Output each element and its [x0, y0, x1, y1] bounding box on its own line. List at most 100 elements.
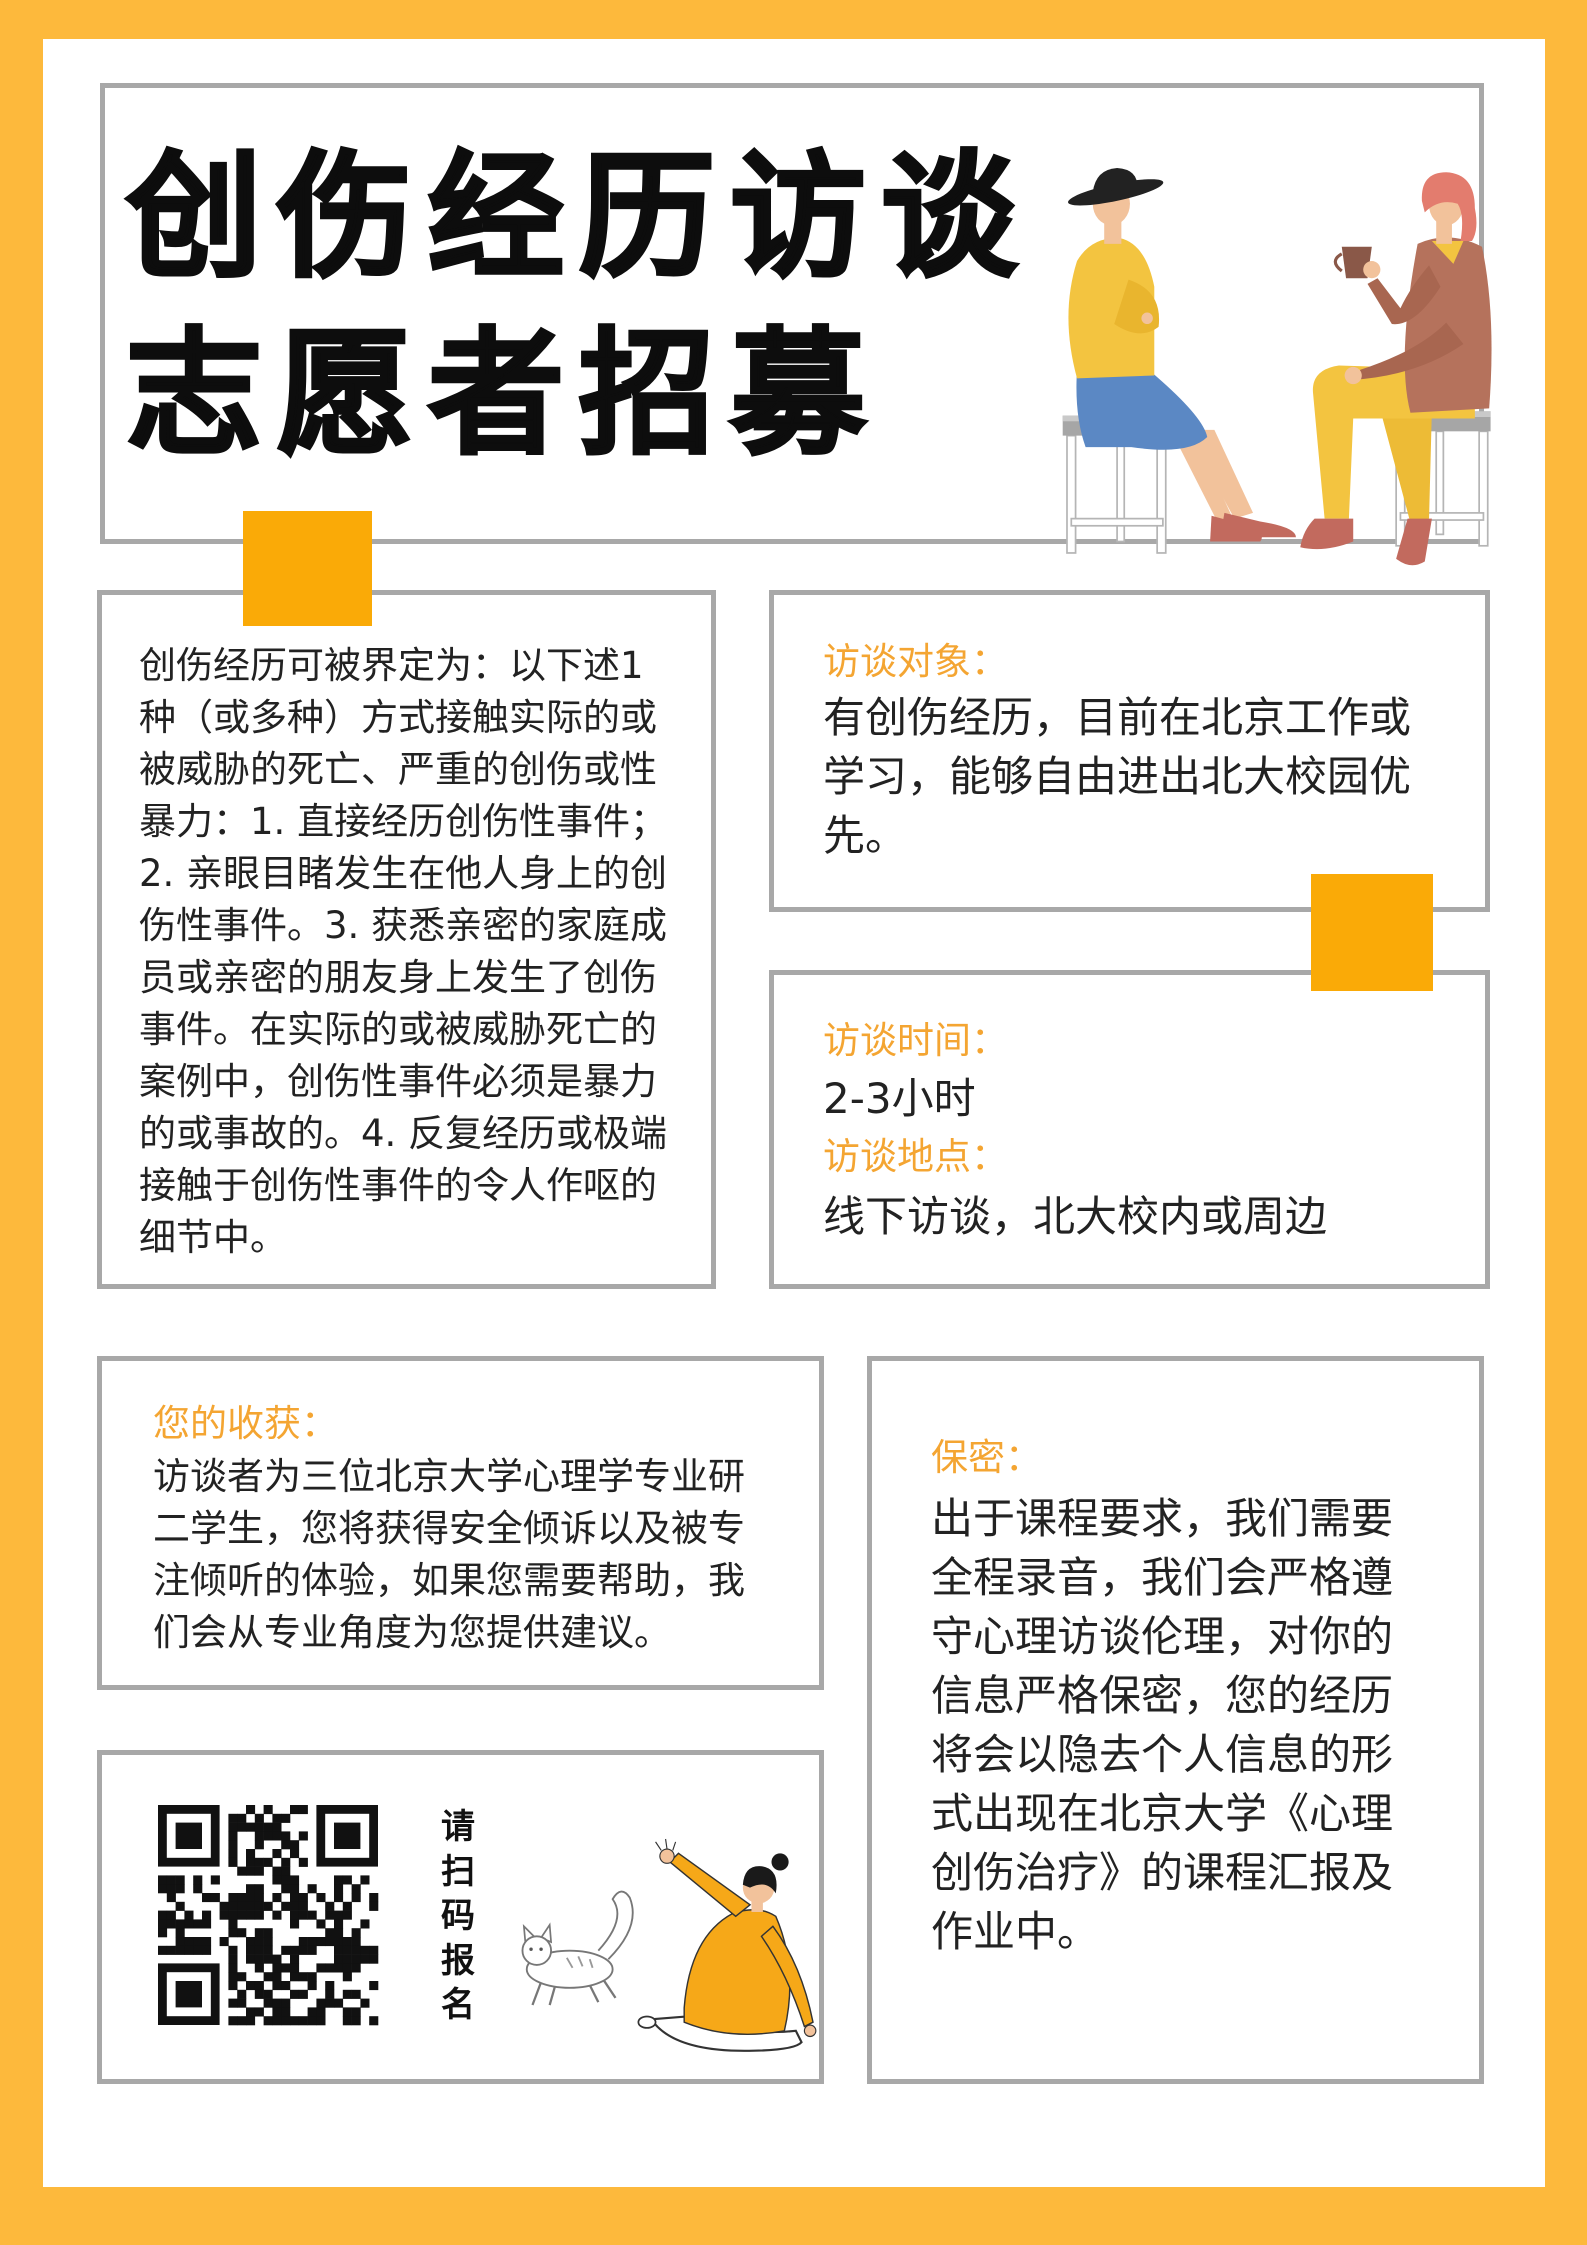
qr-module [184, 1937, 194, 1947]
definition-line: 员或亲密的朋友身上发生了创伤 [139, 956, 657, 999]
qr-module [193, 1945, 203, 1955]
qr-module [254, 1989, 264, 1999]
qr-module [342, 1945, 352, 1955]
qr-module [246, 1805, 256, 1815]
qr-module [342, 1989, 352, 1999]
qr-module [334, 1963, 344, 1973]
qr-module [342, 1910, 352, 1920]
qr-module [254, 1954, 264, 1964]
qr-module [228, 1813, 238, 1823]
qr-module [228, 1919, 238, 1929]
qr-module [334, 1998, 344, 2008]
qr-module [272, 1822, 282, 1832]
qr-module [281, 1981, 291, 1991]
qr-module [290, 1910, 300, 1920]
qr-module [360, 1919, 370, 1929]
target-text: 有创伤经历，目前在北京工作或 学习，能够自由进出北大校园优 先。 [823, 688, 1411, 865]
qr-module [307, 1884, 317, 1894]
definition-text: 创伤经历可被界定为：以下述1 种（或多种）方式接触实际的或 被威胁的死亡、严重的… [139, 640, 667, 1264]
qr-module [290, 1875, 300, 1885]
qr-module [184, 1910, 194, 1920]
definition-line: 被威胁的死亡、严重的创伤或性 [139, 748, 657, 791]
qr-module [246, 1893, 256, 1903]
qr-module [369, 1954, 379, 1964]
qr-module [334, 1910, 344, 1920]
qr-module [351, 1989, 361, 1999]
qr-module [342, 1963, 352, 1973]
qr-module [290, 1893, 300, 1903]
qr-module [272, 1954, 282, 1964]
qr-module [272, 1963, 282, 1973]
qr-module [272, 1866, 282, 1876]
qr-module [263, 1831, 273, 1841]
qr-module [246, 2007, 256, 2017]
qr-module [281, 2016, 291, 2026]
qr-module [202, 1893, 212, 1903]
qr-module [246, 1937, 256, 1947]
qr-module [342, 2016, 352, 2026]
qr-module [254, 1963, 264, 1973]
qr-module [325, 1928, 335, 1938]
qr-module [369, 1945, 379, 1955]
qr-module [307, 1972, 317, 1982]
qr-module [228, 1822, 238, 1832]
qr-module [254, 1857, 264, 1867]
qr-module [351, 1954, 361, 1964]
qr-module [166, 1910, 176, 1920]
qr-module [272, 2007, 282, 2017]
qr-module [351, 1937, 361, 1947]
qr-module [307, 1937, 317, 1947]
title-box [100, 83, 1484, 544]
qr-module [254, 1840, 264, 1850]
qr-module [228, 1831, 238, 1841]
qr-module [254, 1813, 264, 1823]
qr-module [325, 1981, 335, 1991]
qr-module [351, 1945, 361, 1955]
qr-module [316, 1998, 326, 2008]
qr-module [334, 1954, 344, 1964]
qr-module [166, 1875, 176, 1885]
qr-module [246, 1901, 256, 1911]
qr-module [158, 1945, 168, 1955]
qr-module [298, 1857, 308, 1867]
qr-module [342, 1954, 352, 1964]
place-value: 线下访谈，北大校内或周边 [823, 1192, 1328, 1241]
qr-module [281, 1875, 291, 1885]
qr-module [272, 1910, 282, 1920]
qr-module [281, 1998, 291, 2008]
qr-module [263, 1937, 273, 1947]
qr-module [246, 1849, 256, 1859]
qr-module [298, 2016, 308, 2026]
qr-module [272, 1998, 282, 2008]
qr-module [290, 2016, 300, 2026]
qr-module [158, 1910, 168, 1920]
qr-module [334, 1893, 344, 1903]
qr-module [281, 1901, 291, 1911]
qr-module [202, 1937, 212, 1947]
qr-module [342, 1901, 352, 1911]
qr-module [307, 2007, 317, 2017]
qr-module [228, 1963, 238, 1973]
qr-module [281, 1840, 291, 1850]
qr-module [334, 1937, 344, 1947]
cat-figure [521, 1890, 634, 2006]
qr-module [334, 1884, 344, 1894]
qr-module [325, 1901, 335, 1911]
qr-module [263, 1928, 273, 1938]
qr-module [316, 1963, 326, 1973]
qr-module [263, 1822, 273, 1832]
benefits-line: 二学生，您将获得安全倾诉以及被专 [153, 1507, 745, 1550]
definition-line: 2. 亲眼目睹发生在他人身上的创 [139, 852, 668, 895]
qr-module [298, 1901, 308, 1911]
qr-module [246, 1857, 256, 1867]
qr-module [219, 1937, 229, 1947]
qr-module [246, 1954, 256, 1964]
qr-module [334, 1919, 344, 1929]
qr-module [334, 1945, 344, 1955]
qr-module [272, 1893, 282, 1903]
qr-module [290, 1919, 300, 1929]
qr-module [158, 1875, 168, 1885]
qr-module [175, 1928, 185, 1938]
qr-module [360, 1875, 370, 1885]
confidentiality-line: 守心理访谈伦理，对你的 [931, 1612, 1394, 1661]
